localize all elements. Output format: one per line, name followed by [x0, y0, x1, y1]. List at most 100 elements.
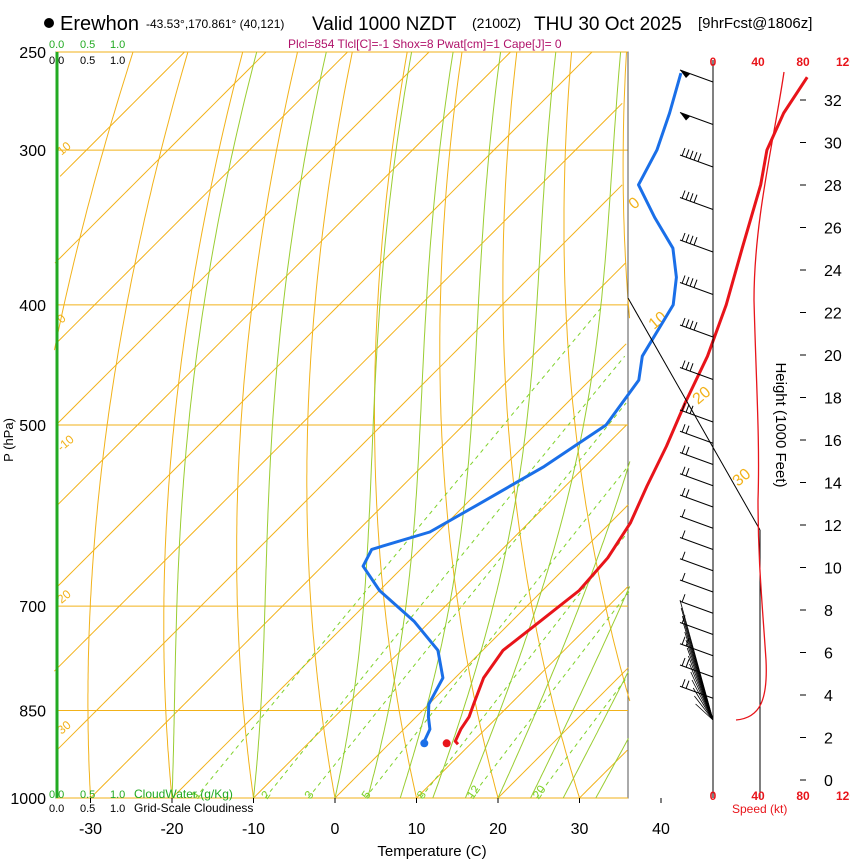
valid-date: THU 30 Oct 2025 [534, 14, 682, 35]
cloud-water-tick-bottom: 0.5 [80, 789, 95, 801]
isotherm-line [416, 586, 629, 799]
wind-barb [679, 445, 714, 465]
wind-barb-feather [681, 466, 686, 475]
wind-barb-feather [689, 150, 694, 159]
isobars [56, 51, 628, 799]
wind-barb [679, 530, 714, 550]
temperature-profile-line [453, 76, 809, 746]
wind-barb [679, 69, 714, 83]
profiles [361, 72, 809, 748]
cloudiness-tick-top: 1.0 [110, 55, 125, 67]
wind-barb-staff [679, 239, 714, 253]
speed-tick-bottom: 0 [710, 789, 717, 803]
speed-label: Speed (kt) [732, 802, 787, 816]
wind-barb-staff [679, 643, 714, 657]
wind-barb-feather [693, 194, 698, 203]
height-tick-label: 22 [824, 306, 842, 323]
wind-barb [679, 509, 714, 529]
surface-dewpoint-dot [420, 739, 429, 748]
wind-barb-feather [681, 530, 686, 539]
wind-barb-feather [685, 361, 690, 371]
moist-adiabat-label: 30 [730, 466, 755, 491]
wind-barb-staff [679, 430, 714, 444]
wind-barb-staff [679, 579, 714, 593]
mixing-ratio-line [195, 304, 604, 799]
wind-barb-feather [681, 487, 686, 497]
wind-barb-staff [679, 515, 714, 529]
pressure-tick-label: 500 [19, 418, 46, 435]
mixing-ratio-line [470, 590, 631, 799]
isotherm-line [253, 424, 627, 799]
wind-barb-feather [697, 153, 702, 162]
isotherm-line [57, 51, 593, 587]
temperature-tick-label: 20 [489, 821, 507, 838]
speed-tick-top: 0 [710, 55, 717, 69]
wind-barb-lowlevel [694, 695, 714, 721]
cloud-water-tick-top: 0.5 [80, 39, 95, 51]
forecast-run: [9hrFcst@1806z] [698, 15, 812, 32]
wind-barb-feather [681, 147, 686, 157]
wind-barb-feather [689, 193, 694, 202]
wind-barb-feather [681, 657, 686, 667]
wind-barb [679, 190, 714, 210]
wind-barb-feather [681, 572, 686, 582]
wind-barb-feather [693, 237, 698, 246]
dewpoint-profile-line [361, 72, 683, 742]
moist-adiabat-line [432, 51, 557, 799]
wind-barb-pennant [680, 70, 690, 78]
wind-barb [679, 551, 714, 572]
pressure-tick-label: 250 [19, 45, 46, 62]
height-tick-label: 4 [824, 688, 833, 705]
wind-barb-staff [679, 197, 714, 210]
pressure-tick-label: 300 [19, 143, 46, 160]
temperature-tick-label: 0 [331, 821, 340, 838]
temperature-tick-label: -30 [79, 821, 102, 838]
wind-barb-staff [679, 69, 714, 83]
dry-adiabat-line [622, 51, 630, 319]
height-tick-label: 32 [824, 93, 842, 110]
temperature-tick-label: 40 [652, 821, 670, 838]
wind-barb-feather [685, 234, 690, 243]
wind-barb [679, 147, 714, 168]
wind-barb-staff [679, 600, 714, 614]
mixing-ratio-label: 12 [464, 782, 483, 801]
speed-tick-bottom: 120 [836, 789, 850, 803]
wind-barb-feather [685, 276, 690, 286]
wind-barb-feather [685, 446, 690, 456]
speed-tick-top: 40 [751, 55, 765, 69]
isotherm-line [579, 749, 628, 799]
valid-utc: (2100Z) [472, 15, 521, 31]
mixing-ratio-line [264, 355, 626, 799]
wind-barb-feather [685, 467, 690, 477]
wind-barb-staff [679, 452, 714, 465]
moist-adiabat-line [334, 51, 413, 799]
wind-barb-staff [679, 154, 714, 168]
isotherm-line [334, 504, 629, 799]
height-tick-label: 26 [824, 221, 842, 238]
wind-barb [679, 594, 714, 614]
height-tick-label: 16 [824, 433, 842, 450]
height-tick-label: 6 [824, 646, 833, 663]
wind-barb [679, 360, 714, 380]
height-tick-label: 28 [824, 178, 842, 195]
speed-tick-top: 80 [796, 55, 810, 69]
cloud-water-label: CloudWater (g/Kg) [134, 787, 233, 801]
cloud-water-tick-top: 0.0 [49, 39, 64, 51]
wind-barb [679, 466, 714, 487]
moist-adiabat-line [464, 51, 622, 799]
dry-adiabat-line [439, 51, 499, 799]
wind-barb-pennant [680, 112, 690, 121]
wind-barb-staff [679, 558, 714, 572]
pressure-tick-label: 850 [19, 704, 46, 721]
cloudiness-tick-top: 0.5 [80, 55, 95, 67]
cloudiness-label: Grid-Scale Cloudiness [134, 801, 253, 815]
isotherm-line [55, 51, 348, 345]
axes: 250 300 400 500 700 850 1000 -30 -20 -10 0 10 20 30 40… [10, 39, 670, 838]
moist-adiabat-line [530, 586, 631, 799]
speed-tick-top: 120 [836, 55, 850, 69]
wind-barb-feather [681, 445, 686, 454]
height-tick-label: 12 [824, 518, 842, 535]
moist-adiabat-line [367, 51, 454, 799]
height-tick-label: 8 [824, 603, 833, 620]
